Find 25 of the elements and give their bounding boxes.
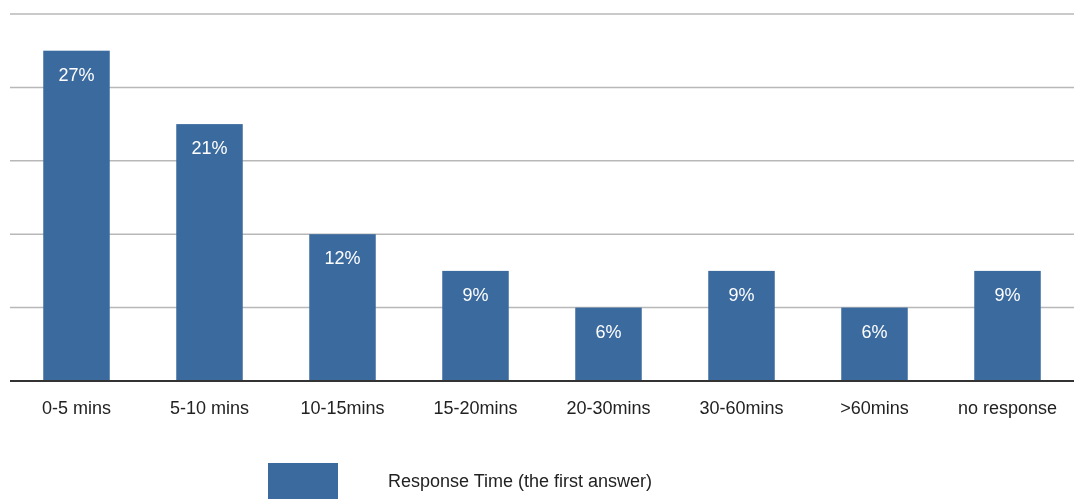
x-tick-label: 10-15mins <box>300 398 385 418</box>
data-label: 9% <box>462 284 489 305</box>
x-tick-label: 20-30mins <box>566 398 651 418</box>
data-label: 6% <box>595 321 622 342</box>
x-tick-label: >60mins <box>840 398 909 418</box>
x-tick-label: 30-60mins <box>699 398 784 418</box>
bar <box>841 307 908 381</box>
data-label: 6% <box>861 321 888 342</box>
data-label: 27% <box>58 64 95 85</box>
x-tick-label: 15-20mins <box>433 398 518 418</box>
text: Response Time (the first answer) <box>388 471 653 492</box>
bar <box>309 234 376 381</box>
bar <box>43 50 110 381</box>
data-label: 9% <box>994 284 1021 305</box>
x-tick-label: no response <box>957 398 1058 418</box>
bar <box>176 124 243 381</box>
data-label: 21% <box>191 138 228 159</box>
x-tick-label: 5-10 mins <box>169 398 250 418</box>
data-label: 12% <box>324 248 361 269</box>
bar <box>442 270 509 381</box>
bar <box>575 307 642 381</box>
x-tick-label: 0-5 mins <box>41 398 112 418</box>
data-label: 9% <box>728 284 755 305</box>
bar <box>708 270 775 381</box>
bar <box>974 270 1041 381</box>
